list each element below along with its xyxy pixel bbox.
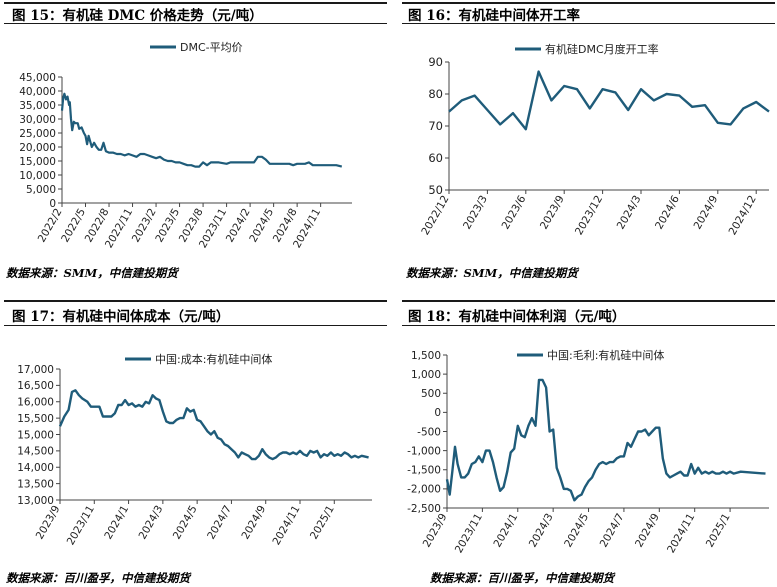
x-tick-label: 2023/6: [500, 193, 529, 231]
y-tick-label: 45,000: [19, 72, 56, 84]
series-line: [60, 92, 343, 168]
series-line: [58, 389, 369, 461]
y-tick-label: 50: [428, 183, 443, 197]
y-tick-label: 40,000: [19, 86, 56, 98]
y-tick-label: 15,500: [17, 413, 54, 425]
title-rule-top: [402, 300, 775, 302]
y-tick-label: -500: [417, 426, 441, 438]
y-tick-label: -2,000: [407, 484, 441, 496]
figure-title: 图 17：有机硅中间体成本（元/吨）: [12, 309, 230, 325]
y-tick-label: 13,000: [17, 495, 54, 507]
legend-label: 中国:毛利:有机硅中间体: [547, 348, 664, 362]
x-tick-label: 2024/3: [615, 194, 644, 232]
y-tick-label: 17,000: [17, 364, 54, 376]
y-tick-label: 20,000: [19, 142, 56, 154]
title-rule-bottom: [4, 23, 387, 24]
legend-label: 中国:成本:有机硅中间体: [155, 352, 272, 366]
y-tick-label: 16,000: [17, 397, 54, 409]
x-tick-label: 2023/9: [538, 194, 567, 232]
x-tick-label: 2024/3: [527, 512, 556, 550]
series-line: [448, 70, 770, 131]
x-tick-label: 2024/11: [270, 504, 302, 548]
y-tick-label: 13,500: [17, 478, 54, 490]
y-tick-label: 80: [428, 87, 443, 101]
x-tick-label: 2024/9: [239, 504, 268, 542]
line-chart-operating-rate: 50 60 70 80 90 2022/12 2023/3 2023/6 2023/9 2023/…: [419, 42, 770, 238]
y-tick-label: -1,000: [407, 445, 441, 457]
y-tick-label: 15,000: [19, 156, 56, 168]
x-tick-label: 2025/1: [308, 504, 337, 542]
x-tick-label: 2024/5: [171, 504, 200, 542]
y-tick-label: 70: [428, 119, 443, 133]
y-tick-label: 1,000: [411, 369, 441, 381]
figure-title: 图 16：有机硅中间体开工率: [408, 8, 580, 24]
y-tick-label: 30,000: [19, 114, 56, 126]
y-tick-label: 15,000: [17, 429, 54, 441]
figure-title: 图 15：有机硅 DMC 价格走势（元/吨）: [12, 8, 263, 24]
title-rule-top: [4, 2, 387, 4]
x-tick-label: 2024/12: [727, 194, 759, 238]
x-tick-label: 2023/3: [461, 194, 490, 232]
x-tick-label: 2024/9: [692, 194, 721, 232]
y-tick-label: 16,500: [17, 380, 54, 392]
x-tick-label: 2024/7: [598, 512, 627, 550]
line-chart-dmc-price: 0 5,000 10,000 15,000 20,000 25,000 30,000 35,0…: [19, 41, 352, 250]
y-tick-label: 14,000: [17, 462, 54, 474]
y-tick-label: 90: [428, 55, 443, 69]
title-rule-bottom: [402, 325, 775, 326]
x-tick-label: 2024/1: [491, 512, 520, 550]
x-tick-label: 2024/6: [653, 193, 682, 231]
x-tick-label: 2023/9: [34, 504, 63, 542]
legend-label: DMC-平均价: [180, 41, 243, 54]
x-tick-label: 2024/3: [137, 504, 166, 542]
title-rule-bottom: [402, 23, 775, 24]
line-chart-profit: -2,500 -2,000 -1,500 -1,000 -500 0 500 1,000 1,5…: [407, 348, 769, 556]
y-tick-label: 0: [49, 198, 56, 210]
figure-title: 图 18：有机硅中间体利润（元/吨）: [408, 309, 626, 325]
title-rule-top: [402, 2, 775, 4]
source-note: 数据来源：SMM，中信建投期货: [6, 266, 178, 280]
y-tick-label: 35,000: [19, 100, 56, 112]
y-tick-label: 10,000: [19, 170, 56, 182]
source-note: 数据来源：SMM，中信建投期货: [406, 266, 578, 280]
y-tick-label: 25,000: [19, 128, 56, 140]
x-tick-label: 2023/9: [421, 512, 450, 550]
x-tick-label: 2024/5: [562, 512, 591, 550]
y-tick-label: 14,500: [17, 446, 54, 458]
title-rule-bottom: [4, 325, 387, 326]
y-tick-label: 60: [428, 151, 443, 165]
x-tick-label: 2024/1: [102, 504, 131, 542]
source-note: 数据来源：百川盈孚，中信建投期货: [6, 571, 190, 585]
title-rule-top: [4, 300, 387, 302]
x-tick-label: 2024/7: [205, 504, 234, 542]
x-tick-label: 2023/12: [573, 194, 605, 238]
x-tick-label: 2023/11: [453, 512, 485, 556]
x-tick-label: 2022/12: [419, 194, 451, 238]
source-note: 数据来源：百川盈孚，中信建投期货: [430, 571, 614, 585]
x-tick-label: 2024/11: [665, 512, 697, 556]
x-tick-label: 2025/1: [704, 512, 733, 550]
y-tick-label: 0: [434, 407, 441, 419]
y-tick-label: 1,500: [411, 350, 441, 362]
x-tick-label: 2023/11: [65, 504, 97, 548]
y-tick-label: 5,000: [26, 184, 56, 196]
x-tick-label: 2024/9: [633, 512, 662, 550]
y-tick-label: 500: [421, 388, 441, 400]
y-tick-label: -2,500: [407, 503, 441, 515]
y-tick-label: -1,500: [407, 465, 441, 477]
series-line: [445, 378, 766, 502]
legend-label: 有机硅DMC月度开工率: [545, 42, 659, 56]
line-chart-cost: 13,000 13,500 14,000 14,500 15,000 15,500 16,0…: [17, 352, 372, 548]
